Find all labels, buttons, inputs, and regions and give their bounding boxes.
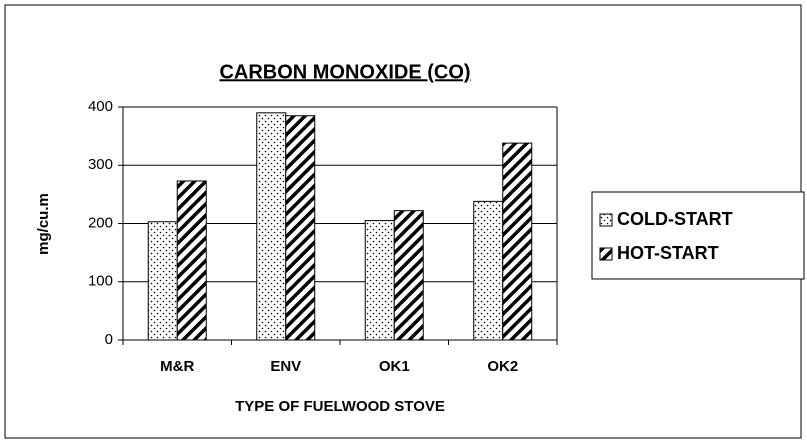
bar (473, 200, 504, 341)
legend-label: COLD-START (617, 209, 733, 229)
bar (147, 221, 178, 341)
legend-swatch (599, 247, 613, 261)
y-tick-label: 400 (88, 98, 113, 115)
legend-swatch (599, 213, 613, 227)
legend-label: HOT-START (617, 243, 719, 263)
x-tick-label: OK1 (379, 358, 410, 375)
x-tick-label: OK2 (487, 358, 518, 375)
bar (285, 115, 316, 341)
y-tick-label: 100 (88, 273, 113, 290)
chart-title: CARBON MONOXIDE (CO) (219, 61, 470, 83)
bar (176, 180, 207, 341)
bar (393, 210, 424, 341)
x-tick-label: ENV (270, 358, 301, 375)
bar (256, 112, 287, 341)
x-tick-label: M&R (160, 358, 194, 375)
bar (502, 142, 533, 341)
y-tick-label: 200 (88, 214, 113, 231)
bar (364, 220, 395, 341)
y-tick-label: 300 (88, 156, 113, 173)
y-axis-label: mg/cu.m (35, 193, 52, 255)
x-axis-label: TYPE OF FUELWOOD STOVE (235, 398, 445, 415)
y-tick-label: 0 (105, 331, 113, 348)
legend-box (591, 191, 805, 280)
